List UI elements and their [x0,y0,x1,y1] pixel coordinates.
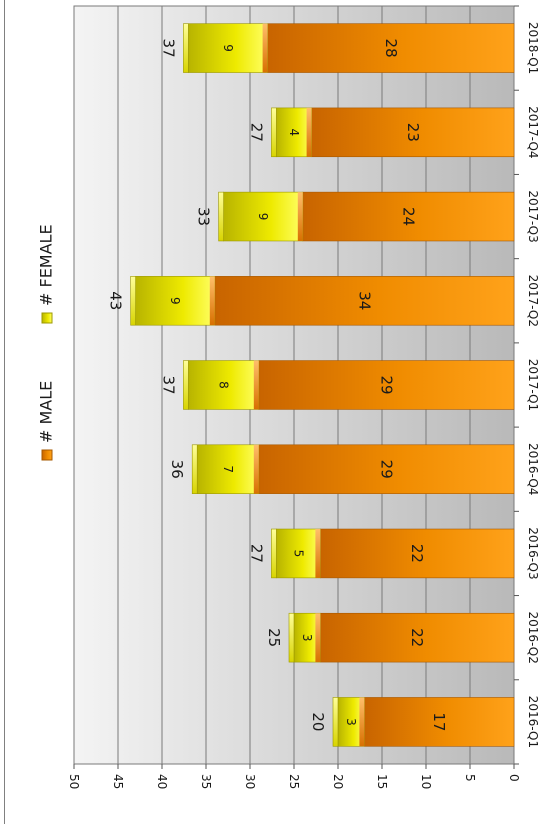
bar-female-face-2016-Q2 [288,612,295,663]
bar-male-2016-Q1 [364,697,515,747]
category-label: 2017-Q4 [526,106,540,158]
data-label-total: 25 [265,628,283,647]
bar-female-face-2016-Q3 [271,528,277,579]
category-label: 2017-Q1 [526,359,540,411]
legend-male-swatch [41,449,53,461]
value-tick-label: 30 [243,774,257,789]
data-label-total: 36 [168,460,186,479]
value-tick-label: 25 [287,774,301,789]
data-label-male: 24 [399,207,417,226]
data-label-total: 43 [107,291,125,310]
bar-female-face-2017-Q2 [130,276,136,326]
value-axis: 0 5 10 15 20 25 30 35 40 45 50 [67,764,521,789]
data-label-female: 3 [344,718,358,726]
bar-male-face-2017-Q3 [297,192,303,241]
category-label: 2018-Q1 [526,22,540,74]
bar-male-face-2016-Q1 [359,697,365,747]
value-tick-label: 15 [375,774,389,789]
bar-female-2016-Q4 [196,444,260,494]
bar-male-face-2017-Q4 [306,107,312,157]
data-label-male: 34 [355,291,373,310]
data-label-female: 7 [221,465,235,473]
data-label-female: 8 [217,381,231,389]
bar-male-2017-Q2 [214,276,515,326]
data-label-female: 3 [300,634,314,642]
value-tick-label: 10 [419,774,433,789]
legend-female-swatch [41,312,53,324]
data-label-total: 20 [309,712,327,731]
bar-female-face-2017-Q1 [183,360,189,410]
bar-male-2017-Q1 [258,360,515,410]
bars: 17 3 20 22 3 25 22 5 27 29 7 36 29 8 37 34 9 43 24 9 33 23 4 27… [107,23,515,747]
bar-male-face-2016-Q2 [315,613,321,663]
data-label-male: 29 [377,460,395,479]
value-tick-label: 35 [199,774,213,789]
data-label-total: 37 [159,375,177,394]
data-label-female: 9 [168,297,182,305]
value-tick-label: 0 [507,774,521,782]
bar-male-2018-Q1 [267,23,515,73]
bar-female-face-2017-Q3 [218,191,224,242]
bar-male-2017-Q3 [302,191,515,242]
category-label: 2016-Q2 [526,611,540,663]
bar-male-face-2016-Q3 [315,529,321,578]
bar-female-2016-Q3 [276,528,321,579]
legend-male-label: # MALE [37,381,56,443]
category-label: 2016-Q3 [526,527,540,579]
bar-female-face-2016-Q1 [332,697,339,747]
data-label-male: 28 [382,39,400,58]
data-label-total: 27 [247,123,265,142]
value-tick-label: 20 [331,774,345,789]
category-label: 2017-Q2 [526,275,540,327]
data-label-female: 9 [256,213,270,221]
data-label-female: 9 [221,44,235,52]
data-label-female: 4 [287,129,301,137]
data-label-total: 27 [247,544,265,563]
value-tick-label: 50 [67,774,81,789]
bar-male-face-2018-Q1 [262,23,268,73]
bar-female-face-2018-Q1 [183,23,189,73]
bar-male-2016-Q3 [320,528,515,579]
category-label: 2016-Q1 [526,696,540,748]
bar-female-face-2016-Q4 [191,444,198,494]
bar-female-2017-Q1 [188,360,260,410]
data-label-total: 37 [159,39,177,58]
value-tick-label: 40 [155,774,169,789]
category-label: 2017-Q3 [526,190,540,242]
data-label-total: 33 [195,207,213,226]
category-label: 2016-Q4 [526,443,540,495]
data-label-male: 23 [404,123,422,142]
left-border-line [4,0,5,824]
data-label-male: 29 [377,375,395,394]
bar-male-face-2016-Q4 [253,444,259,494]
legend-female-label: # FEMALE [37,224,56,306]
value-tick-label: 45 [111,774,125,789]
data-label-male: 22 [408,544,426,563]
value-tick-label: 5 [463,774,477,782]
bar-male-2016-Q2 [320,612,515,663]
category-axis: 2016-Q1 2016-Q2 2016-Q3 2016-Q4 2017-Q1 2017-… [514,5,540,765]
bar-male-2016-Q4 [258,444,515,494]
data-label-female: 5 [291,550,305,558]
bar-male-face-2017-Q1 [253,360,259,410]
bar-male-2017-Q4 [311,107,515,158]
data-label-male: 17 [430,712,448,731]
data-label-male: 22 [408,628,426,647]
bar-female-face-2017-Q4 [271,107,277,158]
bar-female-2017-Q3 [223,191,304,242]
legend: # MALE # FEMALE [37,224,56,461]
bar-male-face-2017-Q2 [209,276,215,326]
